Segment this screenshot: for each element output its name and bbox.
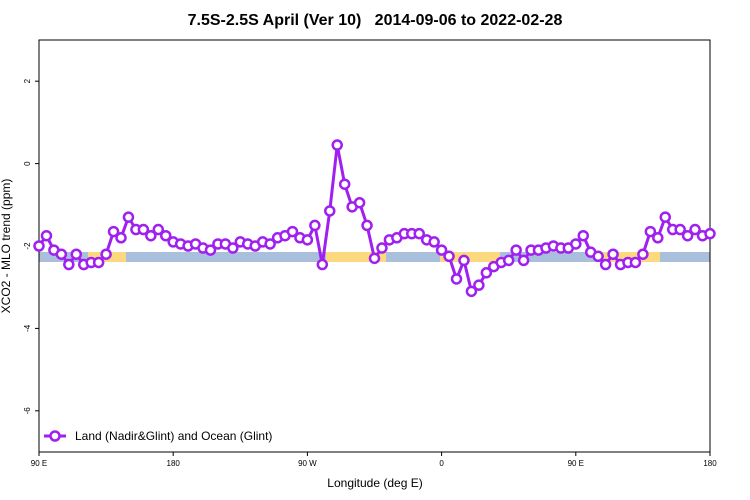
data-point [659, 211, 672, 223]
data-point [704, 227, 716, 240]
y-tick-label: 2 [23, 78, 32, 83]
data-point [570, 238, 582, 250]
legend-marker [49, 430, 61, 442]
data-point [33, 240, 45, 252]
x-tick-label: 90 E [31, 459, 47, 468]
x-tick-label: 0 [439, 459, 444, 468]
plot-frame [38, 39, 711, 453]
data-point [331, 139, 343, 151]
data-point [502, 254, 515, 267]
data-point [316, 258, 329, 271]
data-point [309, 219, 321, 232]
data-point [428, 236, 440, 248]
chart-title: 7.5S-2.5S April (Ver 10) 2014-09-06 to 2… [188, 12, 563, 29]
data-point [353, 196, 366, 209]
x-tick-label: 180 [167, 459, 181, 468]
y-tick-label: -6 [23, 407, 32, 415]
data-point [55, 248, 68, 260]
data-point [465, 285, 478, 298]
data-point [137, 223, 150, 236]
data-point [361, 219, 373, 232]
data-point [152, 223, 165, 236]
data-point [107, 225, 120, 238]
data-point [338, 178, 351, 190]
y-tick-label: -2 [23, 242, 32, 250]
data-point [368, 252, 381, 265]
data-point [70, 248, 83, 260]
data-point [100, 248, 112, 260]
data-point [301, 234, 314, 246]
data-point [473, 279, 485, 291]
data-point [413, 227, 425, 240]
data-point [517, 254, 530, 267]
x-tick-label: 90 W [298, 459, 317, 468]
data-point [592, 250, 604, 263]
x-axis-label: Longitude (deg E) [327, 476, 422, 490]
data-point [607, 248, 619, 260]
data-point [458, 254, 470, 267]
data-point [286, 225, 299, 238]
data-point [145, 229, 157, 242]
data-point [577, 229, 590, 242]
data-point [122, 211, 135, 223]
data-point [159, 229, 172, 242]
x-tick-label: 180 [703, 459, 717, 468]
data-point [63, 258, 75, 271]
data-point [681, 229, 694, 242]
data-point [264, 238, 276, 250]
data-point [435, 244, 448, 256]
data-point [644, 225, 657, 238]
y-axis-label: XCO2 - MLO trend (ppm) [0, 179, 13, 314]
data-point [227, 242, 239, 254]
data-point [629, 256, 642, 269]
data-point [376, 242, 388, 254]
data-point [510, 244, 522, 256]
legend: Land (Nadir&Glint) and Ocean (Glint) [44, 429, 272, 443]
data-point [204, 244, 217, 256]
data-point [92, 256, 105, 269]
y-tick-label: 0 [23, 161, 32, 166]
data-point [599, 258, 612, 271]
y-tick-label: -4 [23, 324, 32, 332]
x-tick-label: 90 E [568, 459, 584, 468]
data-point [637, 248, 649, 260]
data-point [324, 205, 336, 217]
data-point [674, 223, 686, 236]
data-point [652, 232, 664, 244]
data-point [480, 267, 493, 279]
series-line [37, 144, 711, 295]
data-point [443, 250, 455, 263]
data-point [115, 232, 127, 244]
legend-label: Land (Nadir&Glint) and Ocean (Glint) [75, 429, 272, 443]
data-point [689, 223, 701, 236]
data-point [450, 273, 463, 285]
data-point [40, 229, 53, 242]
